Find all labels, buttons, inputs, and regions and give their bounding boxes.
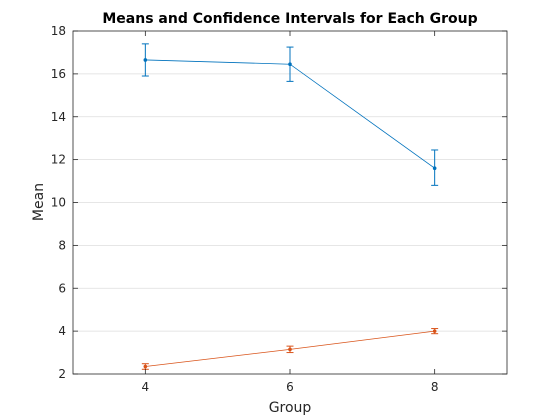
y-tick-label: 12 — [51, 153, 66, 167]
y-axis-label: Mean — [31, 183, 47, 221]
series-2 — [141, 328, 439, 370]
data-point — [288, 347, 292, 352]
data-point — [432, 329, 437, 333]
plot-series — [141, 43, 439, 370]
data-point — [143, 364, 148, 369]
y-tick-label: 8 — [58, 238, 66, 252]
data-point — [143, 58, 148, 62]
axis-ticks: 2 4 6 8 10 12 14 16 18 4 6 8 — [51, 24, 507, 394]
y-tick-label: 16 — [51, 67, 66, 81]
y-tick-label: 2 — [58, 367, 66, 381]
y-tick-label: 18 — [51, 24, 66, 38]
data-point — [432, 166, 437, 170]
x-tick-label: 8 — [431, 380, 439, 394]
y-tick-label: 14 — [51, 110, 66, 124]
chart-title: Means and Confidence Intervals for Each … — [102, 11, 477, 27]
series-1 — [141, 43, 439, 186]
y-tick-label: 4 — [58, 324, 66, 338]
y-tick-label: 6 — [58, 281, 66, 295]
x-tick-label: 4 — [142, 380, 150, 394]
y-tick-label: 10 — [51, 196, 66, 210]
data-point — [288, 62, 292, 67]
x-axis-label: Group — [269, 400, 312, 416]
x-tick-label: 6 — [286, 380, 294, 394]
